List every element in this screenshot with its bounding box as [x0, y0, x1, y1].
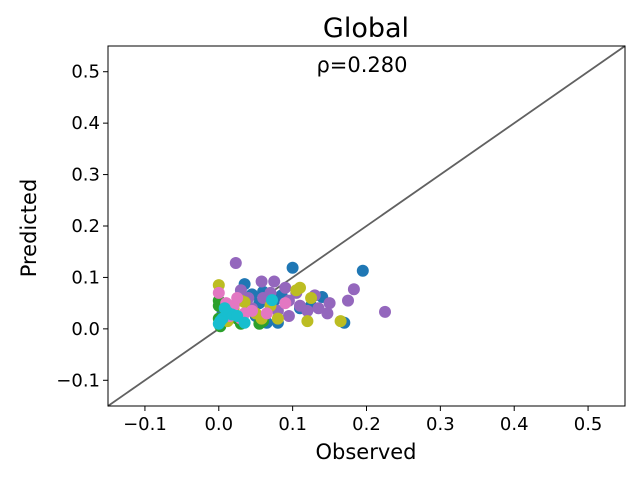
data-point — [260, 307, 273, 320]
correlation-annotation: ρ=0.280 — [316, 53, 407, 77]
data-point — [312, 302, 325, 315]
data-point — [246, 304, 258, 317]
data-point — [301, 304, 314, 317]
x-axis-label: Observed — [315, 440, 416, 464]
data-point — [305, 292, 318, 304]
data-point — [321, 307, 334, 320]
data-point — [294, 281, 306, 294]
data-point — [238, 316, 251, 329]
points-layer — [212, 257, 391, 333]
data-point — [286, 261, 299, 274]
y-tick-label: 0.3 — [71, 165, 100, 186]
y-tick-label: −0.1 — [56, 370, 100, 391]
y-tick-label: 0.1 — [71, 267, 100, 288]
x-tick-label: 0.5 — [574, 414, 603, 435]
data-point — [342, 294, 354, 307]
data-point — [323, 297, 336, 310]
data-point — [379, 305, 391, 318]
y-axis-ticks: −0.1 0.0 0.1 0.2 0.3 0.4 0.5 — [56, 62, 108, 391]
x-tick-label: 0.1 — [278, 414, 307, 435]
data-point — [301, 315, 314, 328]
data-point — [212, 286, 225, 299]
x-tick-label: 0.0 — [204, 414, 233, 435]
y-tick-label: 0.0 — [71, 319, 100, 340]
data-point — [266, 294, 278, 307]
data-point — [231, 292, 244, 304]
x-tick-label: −0.1 — [123, 414, 167, 435]
x-tick-label: 0.4 — [500, 414, 529, 435]
chart-title: Global — [323, 13, 409, 44]
data-point — [229, 257, 242, 269]
data-point — [218, 302, 231, 315]
data-point — [279, 281, 292, 294]
data-point — [347, 283, 360, 296]
y-axis-label: Predicted — [17, 179, 41, 278]
y-tick-label: 0.5 — [71, 62, 100, 83]
data-point — [334, 315, 347, 328]
data-point — [255, 275, 268, 288]
x-tick-label: 0.3 — [426, 414, 455, 435]
data-point — [268, 275, 281, 288]
data-point — [279, 297, 292, 310]
reference-line-layer — [107, 45, 626, 407]
data-point — [214, 315, 227, 328]
data-point — [356, 264, 369, 277]
x-tick-label: 0.2 — [352, 414, 381, 435]
data-point — [282, 310, 295, 322]
identity-reference-line — [107, 45, 626, 407]
y-tick-label: 0.4 — [71, 113, 100, 134]
x-axis-ticks: −0.1 0.0 0.1 0.2 0.3 0.4 0.5 — [123, 406, 602, 435]
y-tick-label: 0.2 — [71, 216, 100, 237]
data-point — [271, 312, 284, 325]
plot-area — [107, 45, 626, 407]
